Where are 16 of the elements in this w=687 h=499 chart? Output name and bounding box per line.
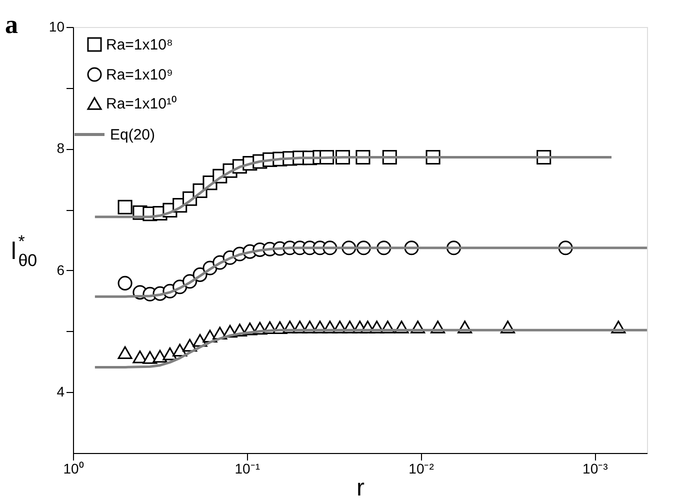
y-tick-label: 10 (48, 18, 65, 34)
x-tick-label: 10⁻² (408, 460, 434, 476)
legend-label: Eq(20) (110, 126, 156, 144)
y-tick-label: 8 (56, 140, 65, 156)
legend-label: Ra=1x10⁹ (106, 66, 173, 84)
x-axis-title: r (356, 474, 364, 499)
x-tick-label: 10⁰ (63, 460, 84, 476)
legend-label: Ra=1x10⁸ (106, 36, 173, 54)
y-tick-label: 6 (56, 262, 65, 278)
point (142, 351, 158, 364)
chart-title: a (5, 10, 18, 39)
point (152, 350, 168, 363)
x-tick-label: 10⁻¹ (234, 460, 260, 476)
x-tick-label: 10⁻³ (582, 460, 608, 476)
y-tick-label: 4 (56, 384, 65, 400)
legend-label: Ra=1x10¹⁰ (106, 96, 176, 112)
